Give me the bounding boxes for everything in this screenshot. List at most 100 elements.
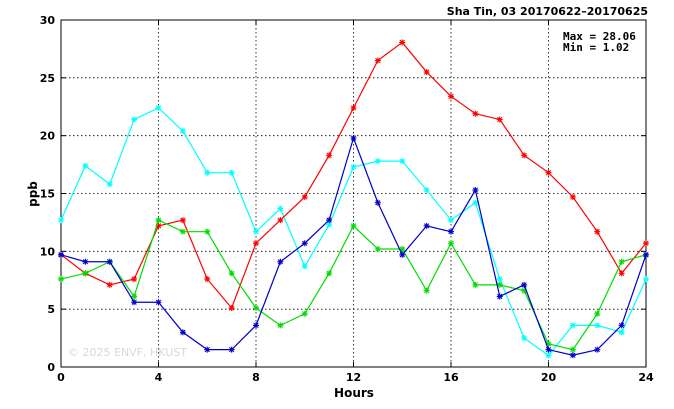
data-point xyxy=(179,217,186,224)
data-point xyxy=(58,251,64,258)
data-point xyxy=(131,276,138,283)
x-tick-label: 8 xyxy=(252,371,260,384)
data-point xyxy=(594,228,601,235)
data-point xyxy=(277,322,284,329)
data-point xyxy=(521,335,528,342)
data-point xyxy=(228,346,235,353)
data-point xyxy=(179,228,186,235)
data-point xyxy=(423,69,430,76)
data-point xyxy=(399,158,406,165)
data-point xyxy=(569,352,576,359)
data-point xyxy=(423,187,430,194)
data-point xyxy=(521,152,528,159)
data-point xyxy=(155,299,162,306)
data-point xyxy=(496,281,503,288)
data-point xyxy=(374,57,381,64)
data-point xyxy=(155,104,162,111)
data-point xyxy=(228,305,235,312)
data-point xyxy=(301,240,308,247)
data-point xyxy=(569,346,576,353)
data-point xyxy=(521,281,528,288)
data-point xyxy=(496,276,503,283)
y-tick-label: 30 xyxy=(40,14,56,27)
data-point xyxy=(594,346,601,353)
data-point xyxy=(228,169,235,176)
data-point xyxy=(106,181,113,188)
data-point xyxy=(326,270,333,277)
max-value-label: Max = 28.06 xyxy=(563,30,636,43)
x-tick-label: 24 xyxy=(638,371,654,384)
data-point xyxy=(131,293,138,300)
data-point xyxy=(569,322,576,329)
data-point xyxy=(643,276,649,283)
watermark: © 2025 ENVF, HKUST xyxy=(68,346,187,359)
data-point xyxy=(179,329,186,336)
data-point xyxy=(423,287,430,294)
data-point xyxy=(569,193,576,200)
x-tick-label: 20 xyxy=(541,371,557,384)
data-point xyxy=(643,240,649,247)
data-point xyxy=(106,281,113,288)
data-point xyxy=(545,352,552,359)
x-tick-label: 16 xyxy=(443,371,459,384)
data-point xyxy=(131,116,138,123)
data-point xyxy=(399,251,406,258)
x-tick-label: 0 xyxy=(57,371,65,384)
data-point xyxy=(82,270,89,277)
data-point xyxy=(374,246,381,253)
data-point xyxy=(448,240,454,247)
x-axis-ticks: 0 4 8 12 16 20 24 xyxy=(57,20,654,384)
data-point xyxy=(277,217,284,224)
data-point xyxy=(106,258,113,265)
data-point xyxy=(472,187,479,194)
data-point xyxy=(472,199,479,206)
data-point xyxy=(253,228,259,235)
grid-lines xyxy=(61,20,646,367)
data-point xyxy=(448,228,454,235)
data-point xyxy=(594,322,601,329)
data-point xyxy=(204,276,211,283)
series-1 xyxy=(58,104,649,359)
data-point xyxy=(545,169,552,176)
data-point xyxy=(301,263,308,270)
data-point xyxy=(253,305,259,312)
data-point xyxy=(326,152,333,159)
data-point xyxy=(496,293,503,300)
data-point xyxy=(643,251,649,258)
x-tick-label: 4 xyxy=(155,371,163,384)
y-tick-label: 5 xyxy=(47,303,55,316)
data-point xyxy=(204,346,211,353)
data-point xyxy=(618,329,625,336)
data-point xyxy=(618,270,625,277)
data-point xyxy=(131,299,138,306)
data-point xyxy=(155,217,162,224)
y-tick-label: 20 xyxy=(40,130,56,143)
data-point xyxy=(253,240,259,247)
y-tick-label: 0 xyxy=(47,361,55,374)
data-point xyxy=(277,258,284,265)
chart-title: Sha Tin, 03 20170622–20170625 xyxy=(447,5,648,18)
data-point xyxy=(301,310,308,317)
y-axis-ticks: 0 5 10 15 20 25 30 xyxy=(40,14,646,374)
data-point xyxy=(204,169,211,176)
data-point xyxy=(350,163,357,170)
y-axis-label: ppb xyxy=(26,181,40,207)
min-value-label: Min = 1.02 xyxy=(563,41,629,54)
data-point xyxy=(448,93,454,100)
data-point xyxy=(228,270,235,277)
data-point xyxy=(82,162,89,169)
data-point xyxy=(399,39,406,46)
data-point xyxy=(448,217,454,224)
data-point xyxy=(253,322,259,329)
data-point xyxy=(594,310,601,317)
data-point xyxy=(545,346,552,353)
data-point xyxy=(374,199,381,206)
y-tick-label: 25 xyxy=(40,72,55,85)
series-4 xyxy=(58,134,649,359)
data-point xyxy=(472,281,479,288)
data-point xyxy=(326,217,333,224)
data-point xyxy=(350,134,357,141)
x-axis-label: Hours xyxy=(334,386,374,400)
data-point xyxy=(277,205,284,212)
data-point xyxy=(374,158,381,165)
